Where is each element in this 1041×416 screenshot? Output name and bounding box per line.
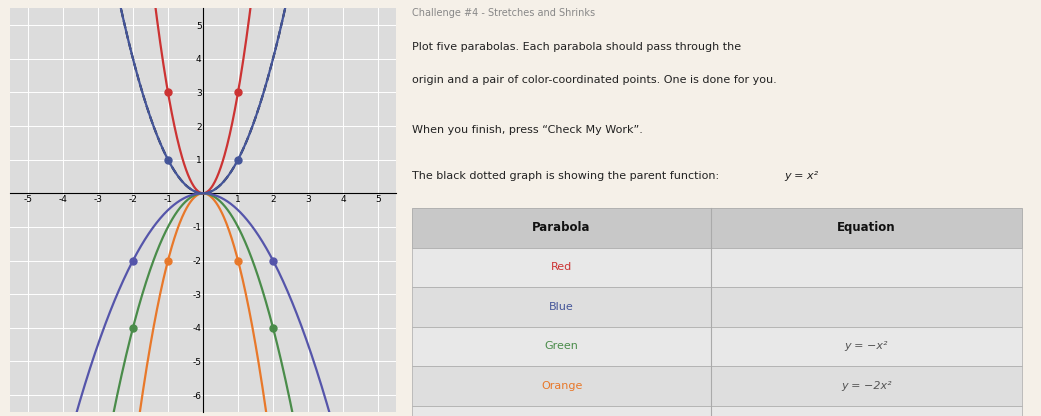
Text: y = −x²: y = −x² [844,341,888,352]
Bar [412,248,1022,287]
Text: Equation: Equation [837,221,895,234]
Text: The black dotted graph is showing the parent function:: The black dotted graph is showing the pa… [412,171,722,181]
Text: When you finish, press “Check My Work”.: When you finish, press “Check My Work”. [412,125,643,135]
Bar [412,208,1022,248]
Text: y = x²: y = x² [784,171,818,181]
Bar [412,327,1022,366]
Text: Challenge #4 - Stretches and Shrinks: Challenge #4 - Stretches and Shrinks [412,8,595,18]
Bar [412,406,1022,416]
Text: y = −2x²: y = −2x² [841,381,892,391]
Bar [412,366,1022,406]
Text: Parabola: Parabola [532,221,591,234]
Bar [412,287,1022,327]
Text: Blue: Blue [550,302,574,312]
Text: Green: Green [544,341,579,352]
Text: origin and a pair of color-coordinated points. One is done for you.: origin and a pair of color-coordinated p… [412,75,777,85]
Text: Orange: Orange [541,381,582,391]
Text: Red: Red [551,262,573,272]
Text: Plot five parabolas. Each parabola should pass through the: Plot five parabolas. Each parabola shoul… [412,42,741,52]
